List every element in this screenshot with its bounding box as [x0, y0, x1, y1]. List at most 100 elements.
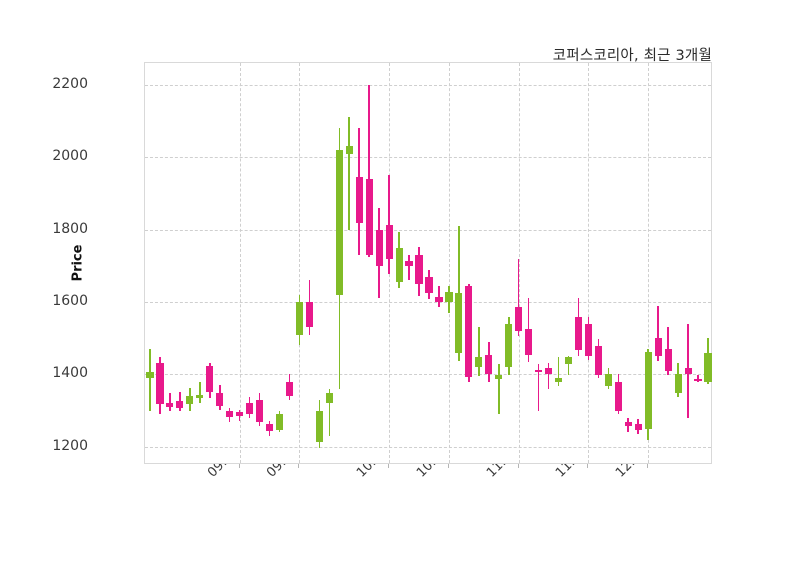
candle-body	[166, 403, 174, 408]
candle	[684, 63, 692, 465]
candle	[246, 63, 254, 465]
candle-body	[485, 354, 493, 375]
candle-body	[415, 254, 423, 284]
candle-body	[584, 324, 593, 357]
candle	[445, 63, 453, 465]
candle	[186, 63, 194, 465]
candle-body	[365, 178, 373, 255]
candle	[475, 63, 483, 465]
candle	[236, 63, 244, 465]
candle-body	[275, 414, 284, 431]
candle-body	[395, 247, 403, 283]
candle	[335, 63, 343, 465]
x-tick-mark	[517, 464, 519, 468]
candle-body	[564, 357, 573, 364]
candle-body	[624, 422, 632, 426]
candle	[395, 63, 403, 465]
candle	[435, 63, 443, 465]
candle	[654, 63, 662, 465]
candle	[594, 63, 602, 465]
candle-body	[525, 329, 533, 355]
candle-body	[176, 400, 184, 409]
candle-body	[674, 374, 682, 394]
candle-wick	[537, 363, 540, 412]
candle	[604, 63, 612, 465]
candle-wick	[149, 349, 151, 411]
candle-wick	[368, 84, 370, 257]
candle	[295, 63, 304, 465]
candle-body	[634, 424, 642, 430]
candle-body	[335, 149, 343, 295]
candle	[285, 63, 294, 465]
candle-body	[644, 352, 652, 429]
candle	[465, 63, 473, 465]
candle	[544, 63, 553, 465]
y-tick-label: 1400	[52, 365, 88, 382]
candle-body	[574, 316, 583, 350]
candle	[415, 63, 423, 465]
candle	[634, 63, 642, 465]
x-tick-mark	[298, 464, 300, 468]
candle-body	[216, 392, 224, 407]
candle	[535, 63, 543, 465]
candle-body	[355, 177, 363, 224]
candle	[375, 63, 383, 465]
candle	[515, 63, 523, 465]
candle-body	[325, 393, 333, 404]
candle	[226, 63, 234, 465]
candle-wick	[328, 388, 331, 437]
candle-body	[495, 375, 503, 379]
candle-body	[535, 370, 543, 373]
candle-wick	[657, 305, 659, 361]
candle	[156, 63, 164, 465]
candle-body	[375, 229, 383, 266]
candle	[325, 63, 333, 465]
candle-body	[594, 346, 602, 376]
candle-body	[515, 307, 523, 331]
candle	[345, 63, 353, 465]
candle-body	[345, 146, 353, 154]
candle-body	[654, 338, 662, 357]
candle	[614, 63, 622, 465]
candle-body	[186, 396, 194, 405]
y-axis-label: Price	[70, 244, 86, 282]
candle	[146, 63, 154, 465]
candle-body	[226, 410, 234, 418]
candle-wick	[478, 327, 480, 377]
candle	[385, 63, 393, 465]
candle-wick	[497, 363, 500, 415]
candle-body	[236, 412, 244, 416]
candle	[525, 63, 533, 465]
candle-wick	[408, 254, 410, 280]
candle	[485, 63, 493, 465]
plot-area	[144, 62, 712, 464]
candle-wick	[547, 362, 550, 389]
candle-wick	[388, 175, 390, 274]
candle-body	[256, 399, 264, 422]
candle	[305, 63, 313, 465]
candle	[425, 63, 433, 465]
candle	[644, 63, 652, 465]
candle	[206, 63, 214, 465]
candle	[704, 63, 712, 465]
candle-body	[435, 296, 443, 303]
x-tick-mark	[238, 464, 240, 468]
candle-body	[505, 323, 513, 368]
candle-body	[206, 365, 214, 392]
candle-body	[246, 402, 254, 415]
candle	[664, 63, 672, 465]
candle	[196, 63, 204, 465]
candle	[505, 63, 513, 465]
x-tick-mark	[447, 464, 449, 468]
y-tick-label: 2000	[52, 148, 88, 165]
candle	[574, 63, 583, 465]
candle	[275, 63, 284, 465]
y-tick-label: 1800	[52, 220, 88, 237]
candle-body	[604, 374, 612, 387]
candle-wick	[438, 285, 440, 308]
candle-body	[385, 225, 393, 259]
chart-title: 코퍼스코리아, 최근 3개월	[552, 48, 712, 64]
candle	[674, 63, 682, 465]
candle-body	[704, 352, 712, 382]
candle	[405, 63, 413, 465]
